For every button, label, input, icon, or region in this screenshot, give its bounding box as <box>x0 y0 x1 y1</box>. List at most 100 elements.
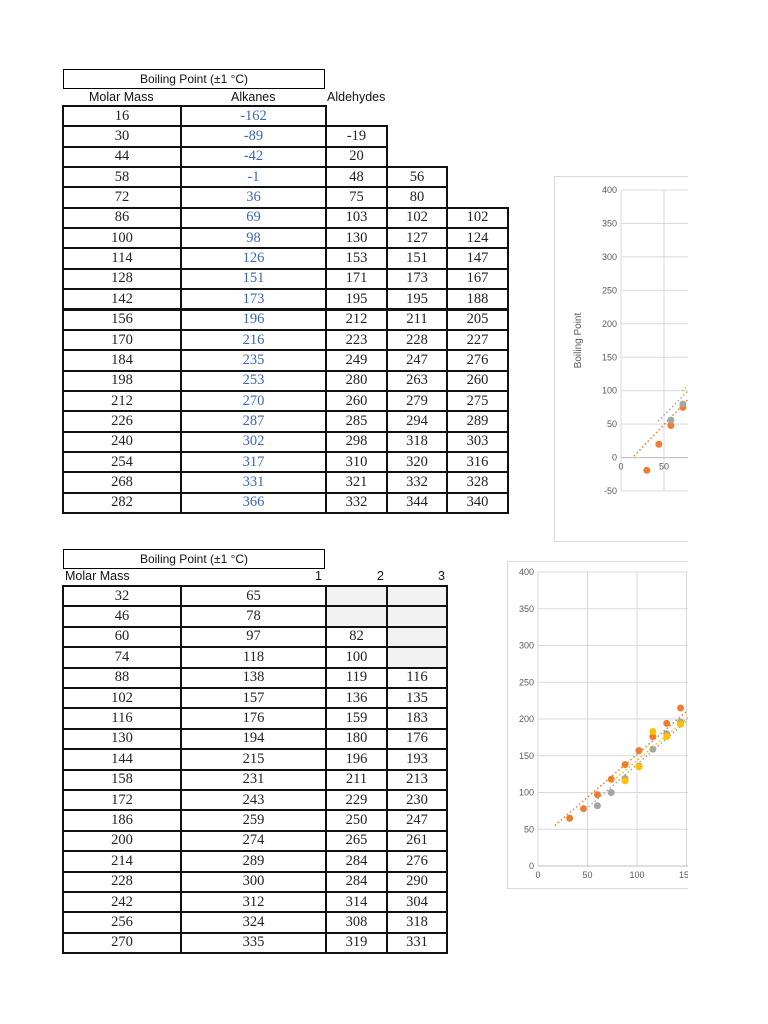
table-cell: 88 <box>62 666 182 689</box>
table-cell: 314 <box>325 891 388 914</box>
y-tick-label: 300 <box>602 252 617 262</box>
table2-title: Boiling Point (±1 °C) <box>63 549 325 569</box>
table-cell: 250 <box>325 809 388 832</box>
data-point <box>677 720 685 728</box>
table-cell: 235 <box>180 349 327 372</box>
table-cell: 147 <box>446 247 509 270</box>
data-point <box>580 805 588 813</box>
table-cell: 268 <box>62 471 182 494</box>
table-cell: 247 <box>386 809 448 832</box>
y-tick-label: 50 <box>524 824 534 834</box>
table-cell: 75 <box>325 186 388 209</box>
table-cell: -162 <box>180 105 327 128</box>
chart-2-frame <box>507 561 688 889</box>
table-cell: 176 <box>386 727 448 751</box>
table-cell: 320 <box>386 450 448 474</box>
table-cell: 294 <box>386 410 448 433</box>
table-cell: 60 <box>62 625 182 649</box>
data-point <box>667 416 675 424</box>
table-cell: 167 <box>446 267 509 291</box>
table-cell: 284 <box>325 850 388 873</box>
y-tick-label: 150 <box>519 751 534 761</box>
data-point <box>621 777 629 785</box>
table-cell: 118 <box>180 646 327 669</box>
table-cell: -19 <box>325 125 388 148</box>
table-cell: 82 <box>325 625 388 649</box>
table-cell: 173 <box>386 267 448 291</box>
table-cell: 116 <box>62 707 182 730</box>
table-cell: 229 <box>325 789 388 812</box>
table-cell: 188 <box>446 288 509 311</box>
table-cell: 328 <box>446 471 509 494</box>
table-cell: 198 <box>62 369 182 392</box>
chart-2[interactable]: 400 350 300 250 200 150 100 50 0 0 50 100 150 <box>507 561 688 889</box>
table-cell: 194 <box>180 727 327 751</box>
table-cell: -89 <box>180 125 327 148</box>
table-cell: 138 <box>180 666 327 689</box>
table-cell: 303 <box>446 430 509 453</box>
table-cell: 144 <box>62 748 182 771</box>
table-cell: 216 <box>180 328 327 352</box>
data-point <box>663 719 671 727</box>
table-cell: 213 <box>386 768 448 791</box>
table-cell: 128 <box>62 267 182 291</box>
table-cell: 211 <box>325 768 388 791</box>
table-cell: 247 <box>386 349 448 372</box>
chart-1[interactable]: 400 350 300 250 200 150 100 50 0 -50 0 50 Boiling Po… <box>554 176 688 542</box>
y-tick-label: 100 <box>519 788 534 798</box>
table-cell: 56 <box>386 166 448 189</box>
empty-cell <box>386 625 448 649</box>
table-cell: 183 <box>386 707 448 730</box>
chart-1-frame <box>554 176 688 542</box>
table-cell: 100 <box>62 227 182 250</box>
data-point <box>649 733 657 741</box>
table-cell: 180 <box>325 727 388 751</box>
table-cell: 284 <box>325 870 388 893</box>
table-cell: 100 <box>325 646 388 669</box>
table-cell: 282 <box>62 491 182 514</box>
x-tick-label: 0 <box>618 462 623 472</box>
table-cell: 184 <box>62 349 182 372</box>
table-cell: 69 <box>180 206 327 230</box>
table-cell: 226 <box>62 410 182 433</box>
empty-cell <box>325 585 388 608</box>
table-cell: 312 <box>180 891 327 914</box>
table-cell: 119 <box>325 666 388 689</box>
y-tick-label: 100 <box>602 386 617 396</box>
table-cell: 205 <box>446 308 509 331</box>
table-cell: 316 <box>446 450 509 474</box>
table-cell: 130 <box>325 227 388 250</box>
table-cell: 65 <box>180 585 327 608</box>
table-cell: 319 <box>325 931 388 955</box>
y-tick-label: 0 <box>529 861 534 871</box>
chart-1-svg: 400 350 300 250 200 150 100 50 0 -50 0 50 Boiling Po… <box>573 185 688 496</box>
table-cell: 126 <box>180 247 327 270</box>
table-cell: 153 <box>325 247 388 270</box>
table-cell: 228 <box>62 870 182 893</box>
table-cell: 289 <box>180 850 327 873</box>
data-point <box>635 763 643 771</box>
data-point <box>593 802 601 810</box>
table-cell: 324 <box>180 911 327 934</box>
table-cell: 335 <box>180 931 327 955</box>
x-tick-label: 0 <box>535 870 540 880</box>
table-cell: 254 <box>62 450 182 474</box>
table-cell: 280 <box>325 369 388 392</box>
table-cell: 242 <box>62 891 182 914</box>
table-cell: 172 <box>62 789 182 812</box>
table-cell: 193 <box>386 748 448 771</box>
table-cell: 195 <box>386 288 448 311</box>
table-cell: 78 <box>180 605 327 628</box>
table-cell: 276 <box>446 349 509 372</box>
empty-cell <box>386 585 448 608</box>
table-cell: 102 <box>62 687 182 710</box>
table-cell: 287 <box>180 410 327 433</box>
table-cell: 212 <box>325 308 388 331</box>
data-point <box>677 704 685 712</box>
y-tick-label: 350 <box>519 604 534 614</box>
table1-header-molar-mass: Molar Mass <box>89 90 154 104</box>
table-cell: 260 <box>446 369 509 392</box>
empty-cell <box>325 605 388 628</box>
x-tick-label: 50 <box>659 462 669 472</box>
table-cell: 318 <box>386 911 448 934</box>
